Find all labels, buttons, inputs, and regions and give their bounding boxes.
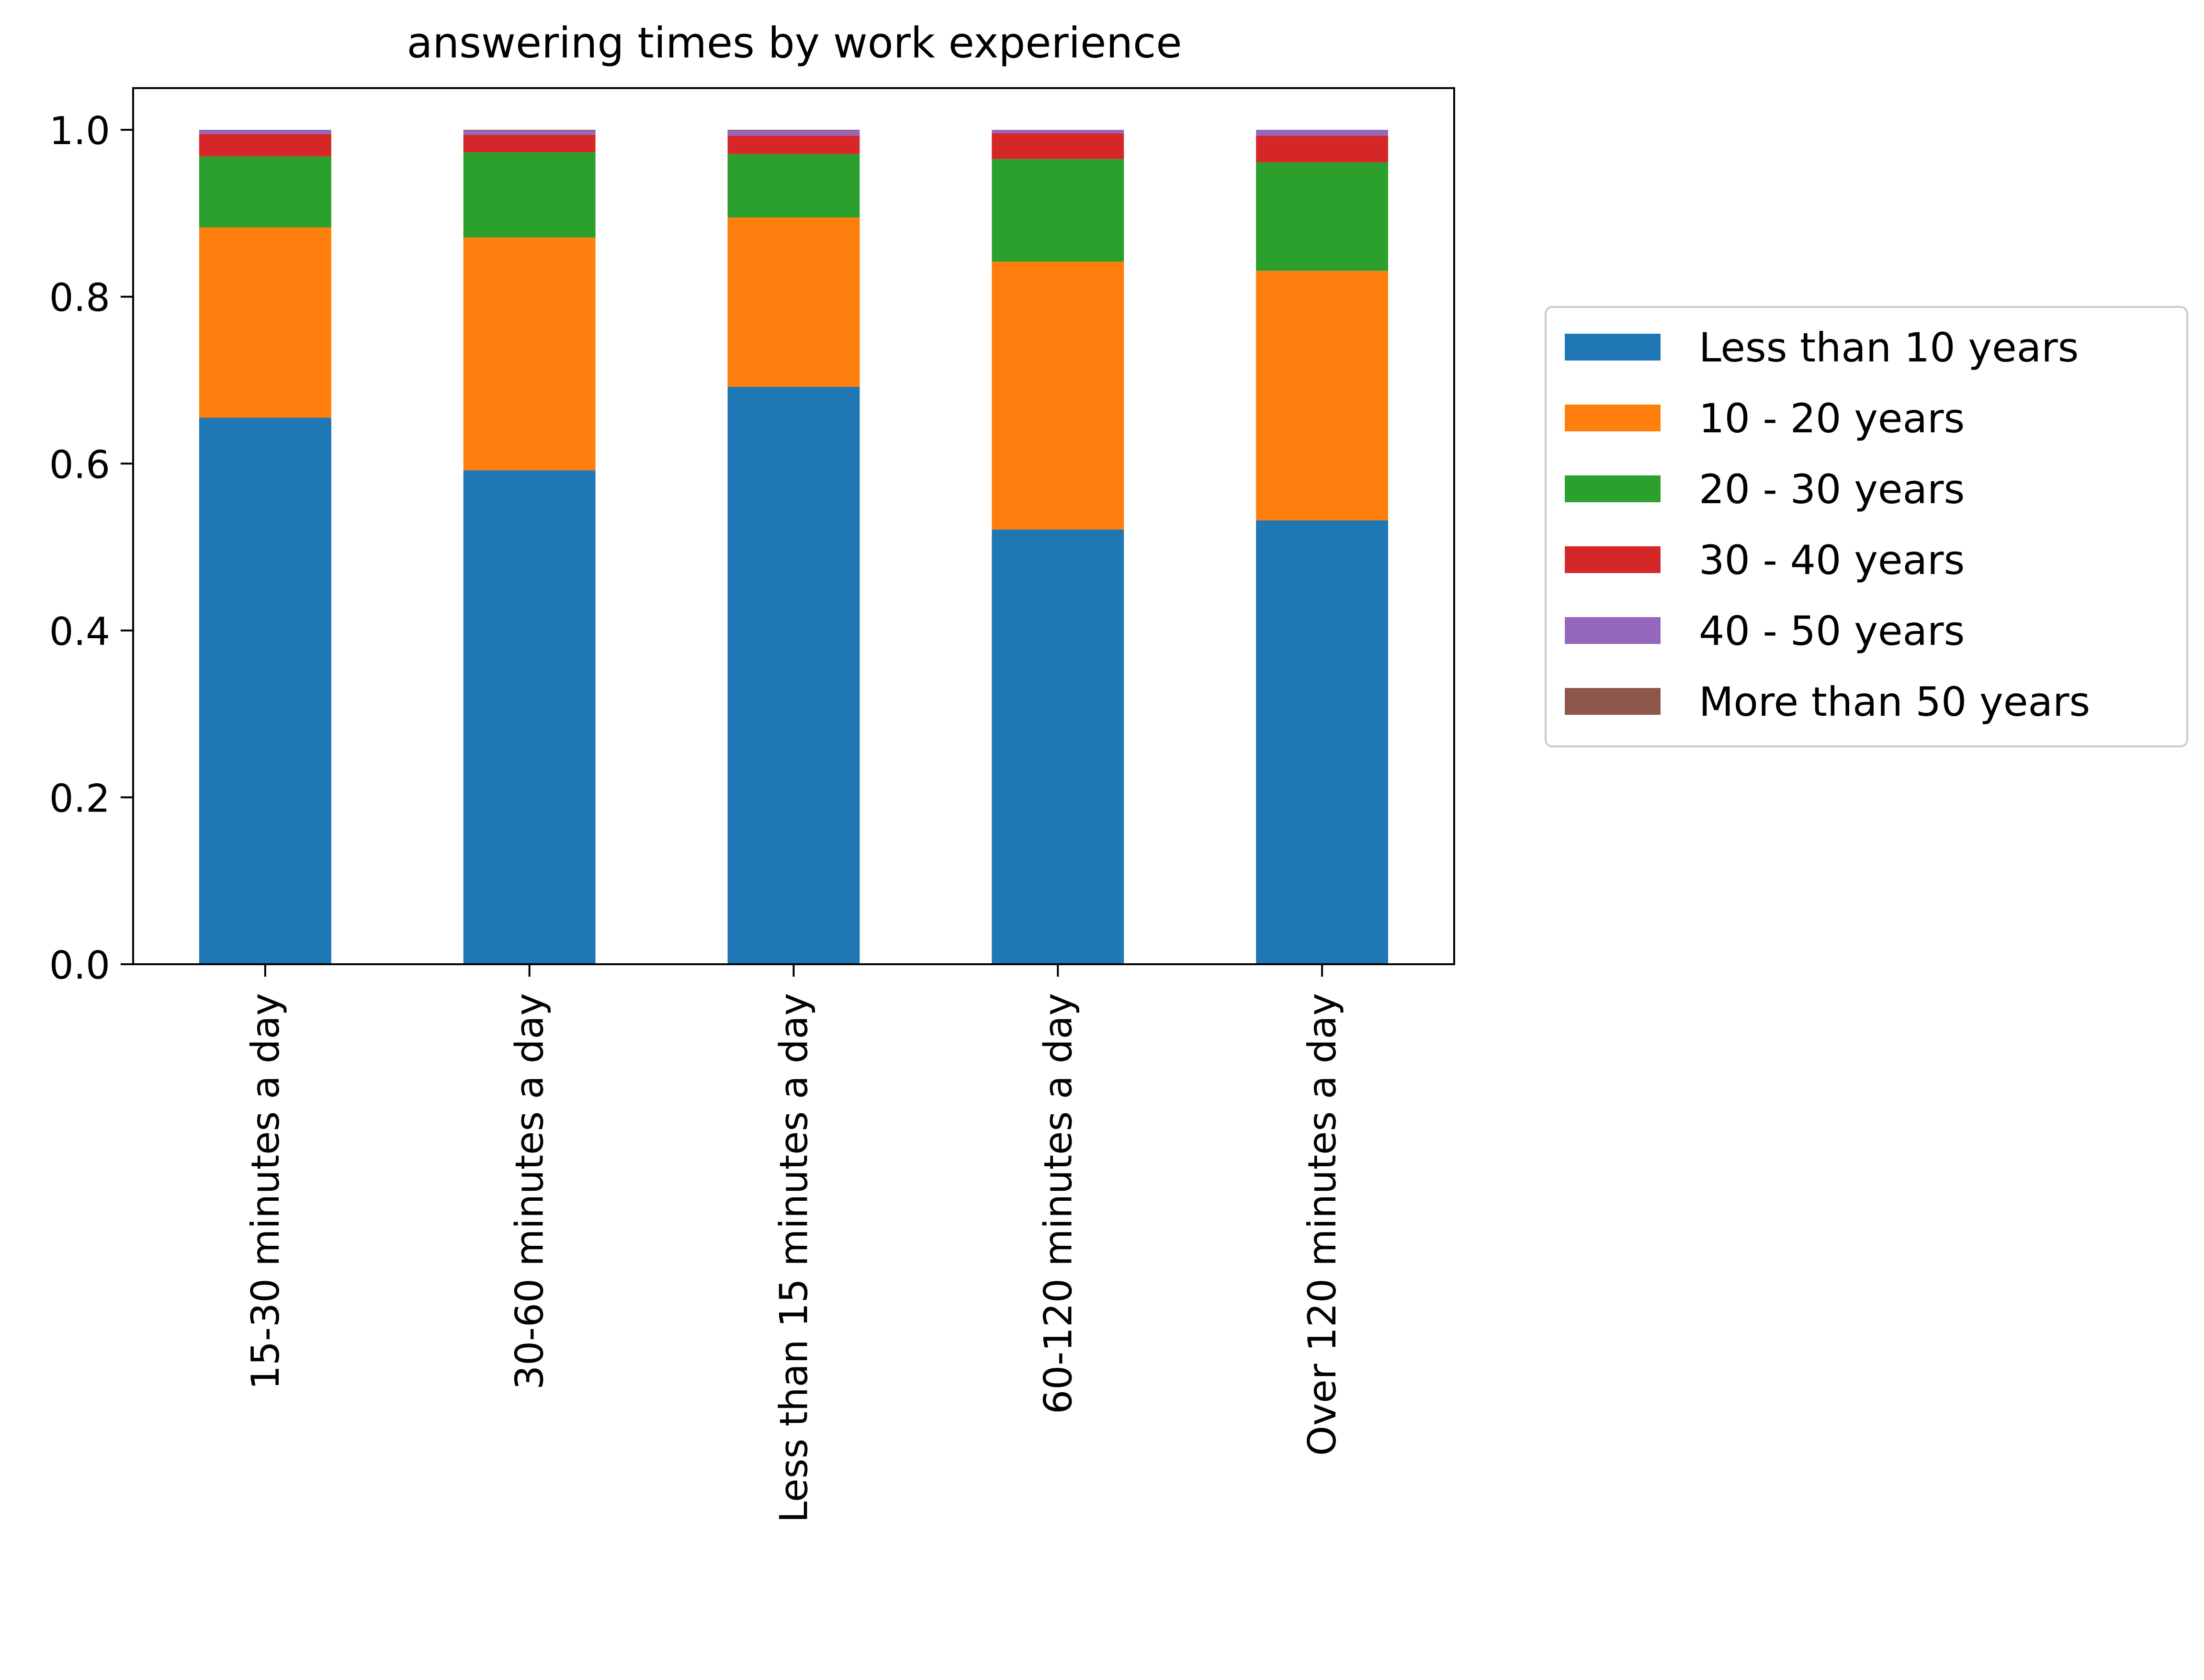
legend-label: 30 - 40 years <box>1699 537 1965 584</box>
chart-legend: Less than 10 years 10 - 20 years 20 - 30 y… <box>1545 306 2188 747</box>
bar-segment-4-2 <box>1256 162 1389 271</box>
bar-segment-3-3 <box>992 133 1124 159</box>
bar-segment-0-3 <box>199 134 331 157</box>
legend-swatch <box>1565 546 1661 573</box>
bar-segment-1-1 <box>463 237 596 471</box>
legend-box <box>1545 306 2188 747</box>
bar-segment-2-2 <box>727 154 860 218</box>
bar-segment-0-1 <box>199 227 331 418</box>
axes-layer: 0.0 0.2 0.4 0.6 0.8 1.0 15-30 minutes a day 30-… <box>49 87 1455 1522</box>
bar-segment-3-0 <box>992 529 1124 964</box>
y-tick-label: 0.0 <box>49 943 110 988</box>
bars-layer <box>199 130 1389 965</box>
x-tick-label: 60-120 minutes a day <box>1036 993 1080 1414</box>
bar-segment-2-3 <box>727 135 860 154</box>
bar-segment-4-1 <box>1256 271 1389 520</box>
bar-segment-1-5 <box>463 130 596 131</box>
bar-segment-2-0 <box>727 386 860 964</box>
bar-segment-2-5 <box>727 130 860 131</box>
legend-swatch <box>1565 334 1661 361</box>
x-tick-label: Over 120 minutes a day <box>1300 993 1345 1456</box>
bar-segment-0-2 <box>199 156 331 228</box>
legend-swatch <box>1565 617 1661 644</box>
y-tick-label: 0.6 <box>49 442 110 487</box>
bar-segment-2-4 <box>727 130 860 136</box>
bar-segment-1-4 <box>463 130 596 135</box>
bar-segment-1-3 <box>463 135 596 153</box>
bar-segment-4-4 <box>1256 130 1389 136</box>
bar-segment-2-1 <box>727 217 860 387</box>
legend-swatch <box>1565 405 1661 431</box>
y-tick-label: 1.0 <box>49 109 110 153</box>
legend-swatch <box>1565 688 1661 715</box>
bar-segment-3-4 <box>992 130 1124 134</box>
bar-segment-3-1 <box>992 261 1124 530</box>
y-tick-label: 0.2 <box>49 776 110 821</box>
bar-segment-0-0 <box>199 417 331 964</box>
legend-label: 40 - 50 years <box>1699 608 1965 654</box>
y-tick-label: 0.8 <box>49 276 110 320</box>
legend-label: 10 - 20 years <box>1699 395 1965 442</box>
bar-segment-4-3 <box>1256 135 1389 163</box>
legend-label: 20 - 30 years <box>1699 466 1965 513</box>
legend-swatch <box>1565 475 1661 502</box>
x-tick-label: Less than 15 minutes a day <box>772 993 816 1522</box>
legend-label: Less than 10 years <box>1699 324 2079 371</box>
legend-label: More than 50 years <box>1699 678 2090 725</box>
bar-segment-3-2 <box>992 159 1124 262</box>
x-tick-label: 15-30 minutes a day <box>243 993 288 1390</box>
x-tick-label: 30-60 minutes a day <box>508 993 552 1390</box>
chart-title: answering times by work experience <box>407 18 1182 68</box>
y-tick-label: 0.4 <box>49 609 110 654</box>
bar-segment-1-2 <box>463 152 596 237</box>
bar-segment-0-4 <box>199 130 331 134</box>
bar-segment-4-0 <box>1256 520 1389 964</box>
bar-segment-1-0 <box>463 470 596 965</box>
